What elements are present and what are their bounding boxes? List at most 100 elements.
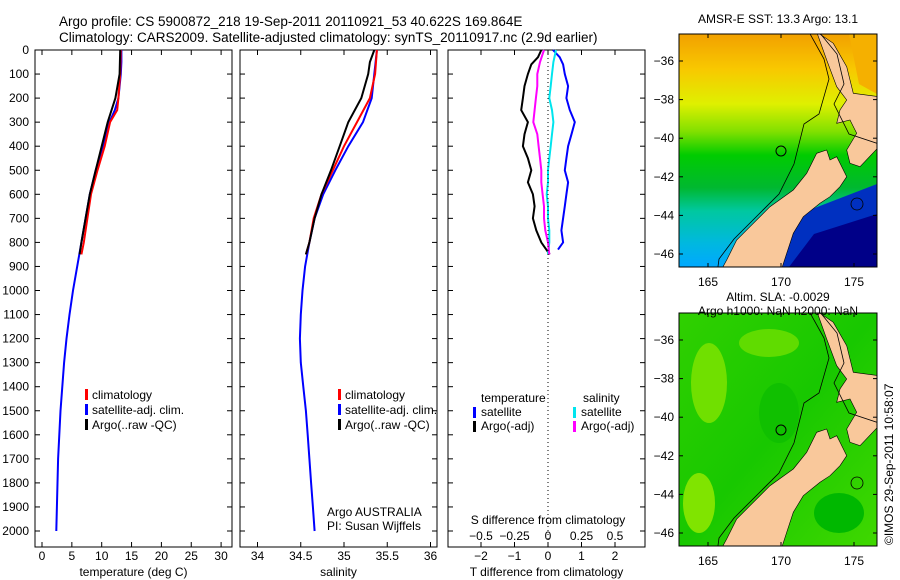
x-tick-label: 20 (155, 549, 169, 563)
x-tick-label: −2 (474, 549, 488, 563)
x-tick-label: 0 (39, 549, 46, 563)
y-tick-label: 1400 (2, 380, 29, 394)
y-tick-label: 0 (22, 43, 29, 57)
legend-heading: salinity (583, 391, 620, 405)
x2-tick-label: 0 (545, 529, 552, 543)
figure-title-line1: Argo profile: CS 5900872_218 19-Sep-2011… (59, 14, 523, 29)
x-tick-label: −1 (508, 549, 522, 563)
legend-swatch (473, 421, 476, 432)
legend-label: satellite-adj. clim. (345, 403, 437, 417)
lat-tick-label: −36 (654, 333, 675, 347)
lat-tick-label: −36 (654, 54, 675, 68)
legend-heading: temperature (481, 391, 546, 405)
y-tick-label: 1100 (3, 308, 29, 322)
legend-swatch (85, 389, 88, 400)
legend-swatch (338, 389, 341, 400)
y-tick-label: 2000 (2, 524, 29, 538)
y-tick-label: 200 (9, 91, 29, 105)
sla-map-title: Altim. SLA: -0.0029 (726, 290, 830, 304)
new-zealand-coastline (717, 34, 877, 267)
warm-water-region (849, 34, 877, 94)
x-tick-label: 10 (95, 549, 109, 563)
lon-tick-label: 170 (771, 275, 791, 289)
depth-contour (717, 34, 830, 267)
legend-swatch (338, 404, 341, 415)
sla-map-subtitle: Argo h1000: NaN h2000: NaN (698, 304, 858, 318)
y-tick-label: 100 (9, 67, 29, 81)
credit-timestamp: ©IMOS 29-Sep-2011 10:58:07 (882, 383, 896, 545)
series-line-salinity-argo-adj- (532, 49, 551, 255)
y-tick-label: 1600 (2, 428, 29, 442)
lat-tick-label: −42 (654, 170, 675, 184)
x-tick-label: 0 (545, 549, 552, 563)
legend-label: Argo(..raw -QC) (345, 418, 430, 432)
lon-tick-label: 165 (698, 554, 718, 568)
sst-map-axes: −36 −38 −40 −42 −44 −46 165 170 175 (654, 34, 877, 289)
legend-label: Argo(-adj) (481, 419, 534, 433)
depth-contour (717, 313, 830, 546)
x-axis-label: salinity (320, 565, 357, 579)
sla-anomaly (683, 473, 715, 533)
cold-water-region-deep (789, 214, 877, 267)
x-tick-label: 2 (612, 549, 619, 563)
legend-swatch (473, 407, 476, 418)
series-line-temperature-satellite (552, 49, 576, 251)
legend-label: satellite (481, 405, 522, 419)
legend-label: satellite-adj. clim. (92, 403, 184, 417)
land-south-island (722, 428, 848, 546)
lat-tick-label: −44 (654, 208, 675, 222)
y-tick-label: 900 (9, 259, 29, 273)
x-tick-label: 25 (185, 549, 199, 563)
argo-position-marker (775, 145, 787, 157)
y-tick-label: 600 (9, 187, 29, 201)
lat-tick-label: −38 (654, 372, 675, 386)
series-line-satellite-adj-clim- (298, 49, 378, 532)
y-tick-label: 300 (9, 115, 29, 129)
series-line-climatology (80, 49, 122, 255)
series-line-argo-raw-qc- (304, 49, 376, 255)
y-tick-label: 800 (9, 235, 29, 249)
sla-anomaly (814, 493, 864, 533)
annotation-institution: Argo AUSTRALIA (327, 505, 422, 519)
x2-tick-label: 0.25 (570, 529, 594, 543)
lat-tick-label: −46 (654, 247, 675, 261)
sst-map (678, 33, 878, 268)
sla-map-axes: −36 −38 −40 −42 −44 −46 165 170 175 (654, 313, 877, 568)
legend-label: climatology (92, 388, 152, 402)
x-tick-label: 5 (69, 549, 76, 563)
map-frame (678, 33, 878, 268)
difference-legend: temperature salinitysatelliteArgo(-adj)sa… (473, 391, 634, 433)
lon-tick-label: 170 (771, 554, 791, 568)
x-tick-label: 30 (214, 549, 228, 563)
depth-contour (820, 313, 877, 423)
lat-tick-label: −38 (654, 93, 675, 107)
x-tick-label: 15 (125, 549, 139, 563)
series-line-temperature-argo-adj- (520, 49, 551, 255)
lat-tick-label: −40 (654, 410, 675, 424)
sla-anomaly (739, 329, 799, 357)
figure-title-line2: Climatology: CARS2009. Satellite-adjuste… (59, 30, 598, 45)
new-zealand-coastline (717, 313, 877, 546)
x2-tick-label: −0.25 (499, 529, 530, 543)
argo-position-marker (775, 424, 787, 436)
lat-tick-label: −40 (654, 131, 675, 145)
x-tick-label: 36 (424, 549, 438, 563)
difference-panel: −2 −1 0 1 2 T difference from climatology (447, 49, 646, 579)
axes-frame (239, 49, 438, 548)
y-tick-label: 1900 (2, 500, 29, 514)
seamount-contour (850, 476, 864, 490)
legend-label: Argo(..raw -QC) (92, 418, 177, 432)
salinity-panel: 34 34.5 35 35.5 36 salinity (239, 49, 438, 579)
y-tick-label: 1700 (2, 452, 29, 466)
y-tick-label: 1500 (2, 404, 29, 418)
lon-tick-label: 175 (844, 554, 864, 568)
sst-map-title: AMSR-E SST: 13.3 Argo: 13.1 (698, 12, 858, 26)
land-south-island (722, 149, 848, 267)
x-tick-label: 35.5 (376, 549, 400, 563)
x-tick-label: 35 (337, 549, 351, 563)
y-tick-label: 1000 (2, 284, 29, 298)
y-tick-label: 1200 (2, 332, 29, 346)
axes-frame (34, 49, 233, 548)
